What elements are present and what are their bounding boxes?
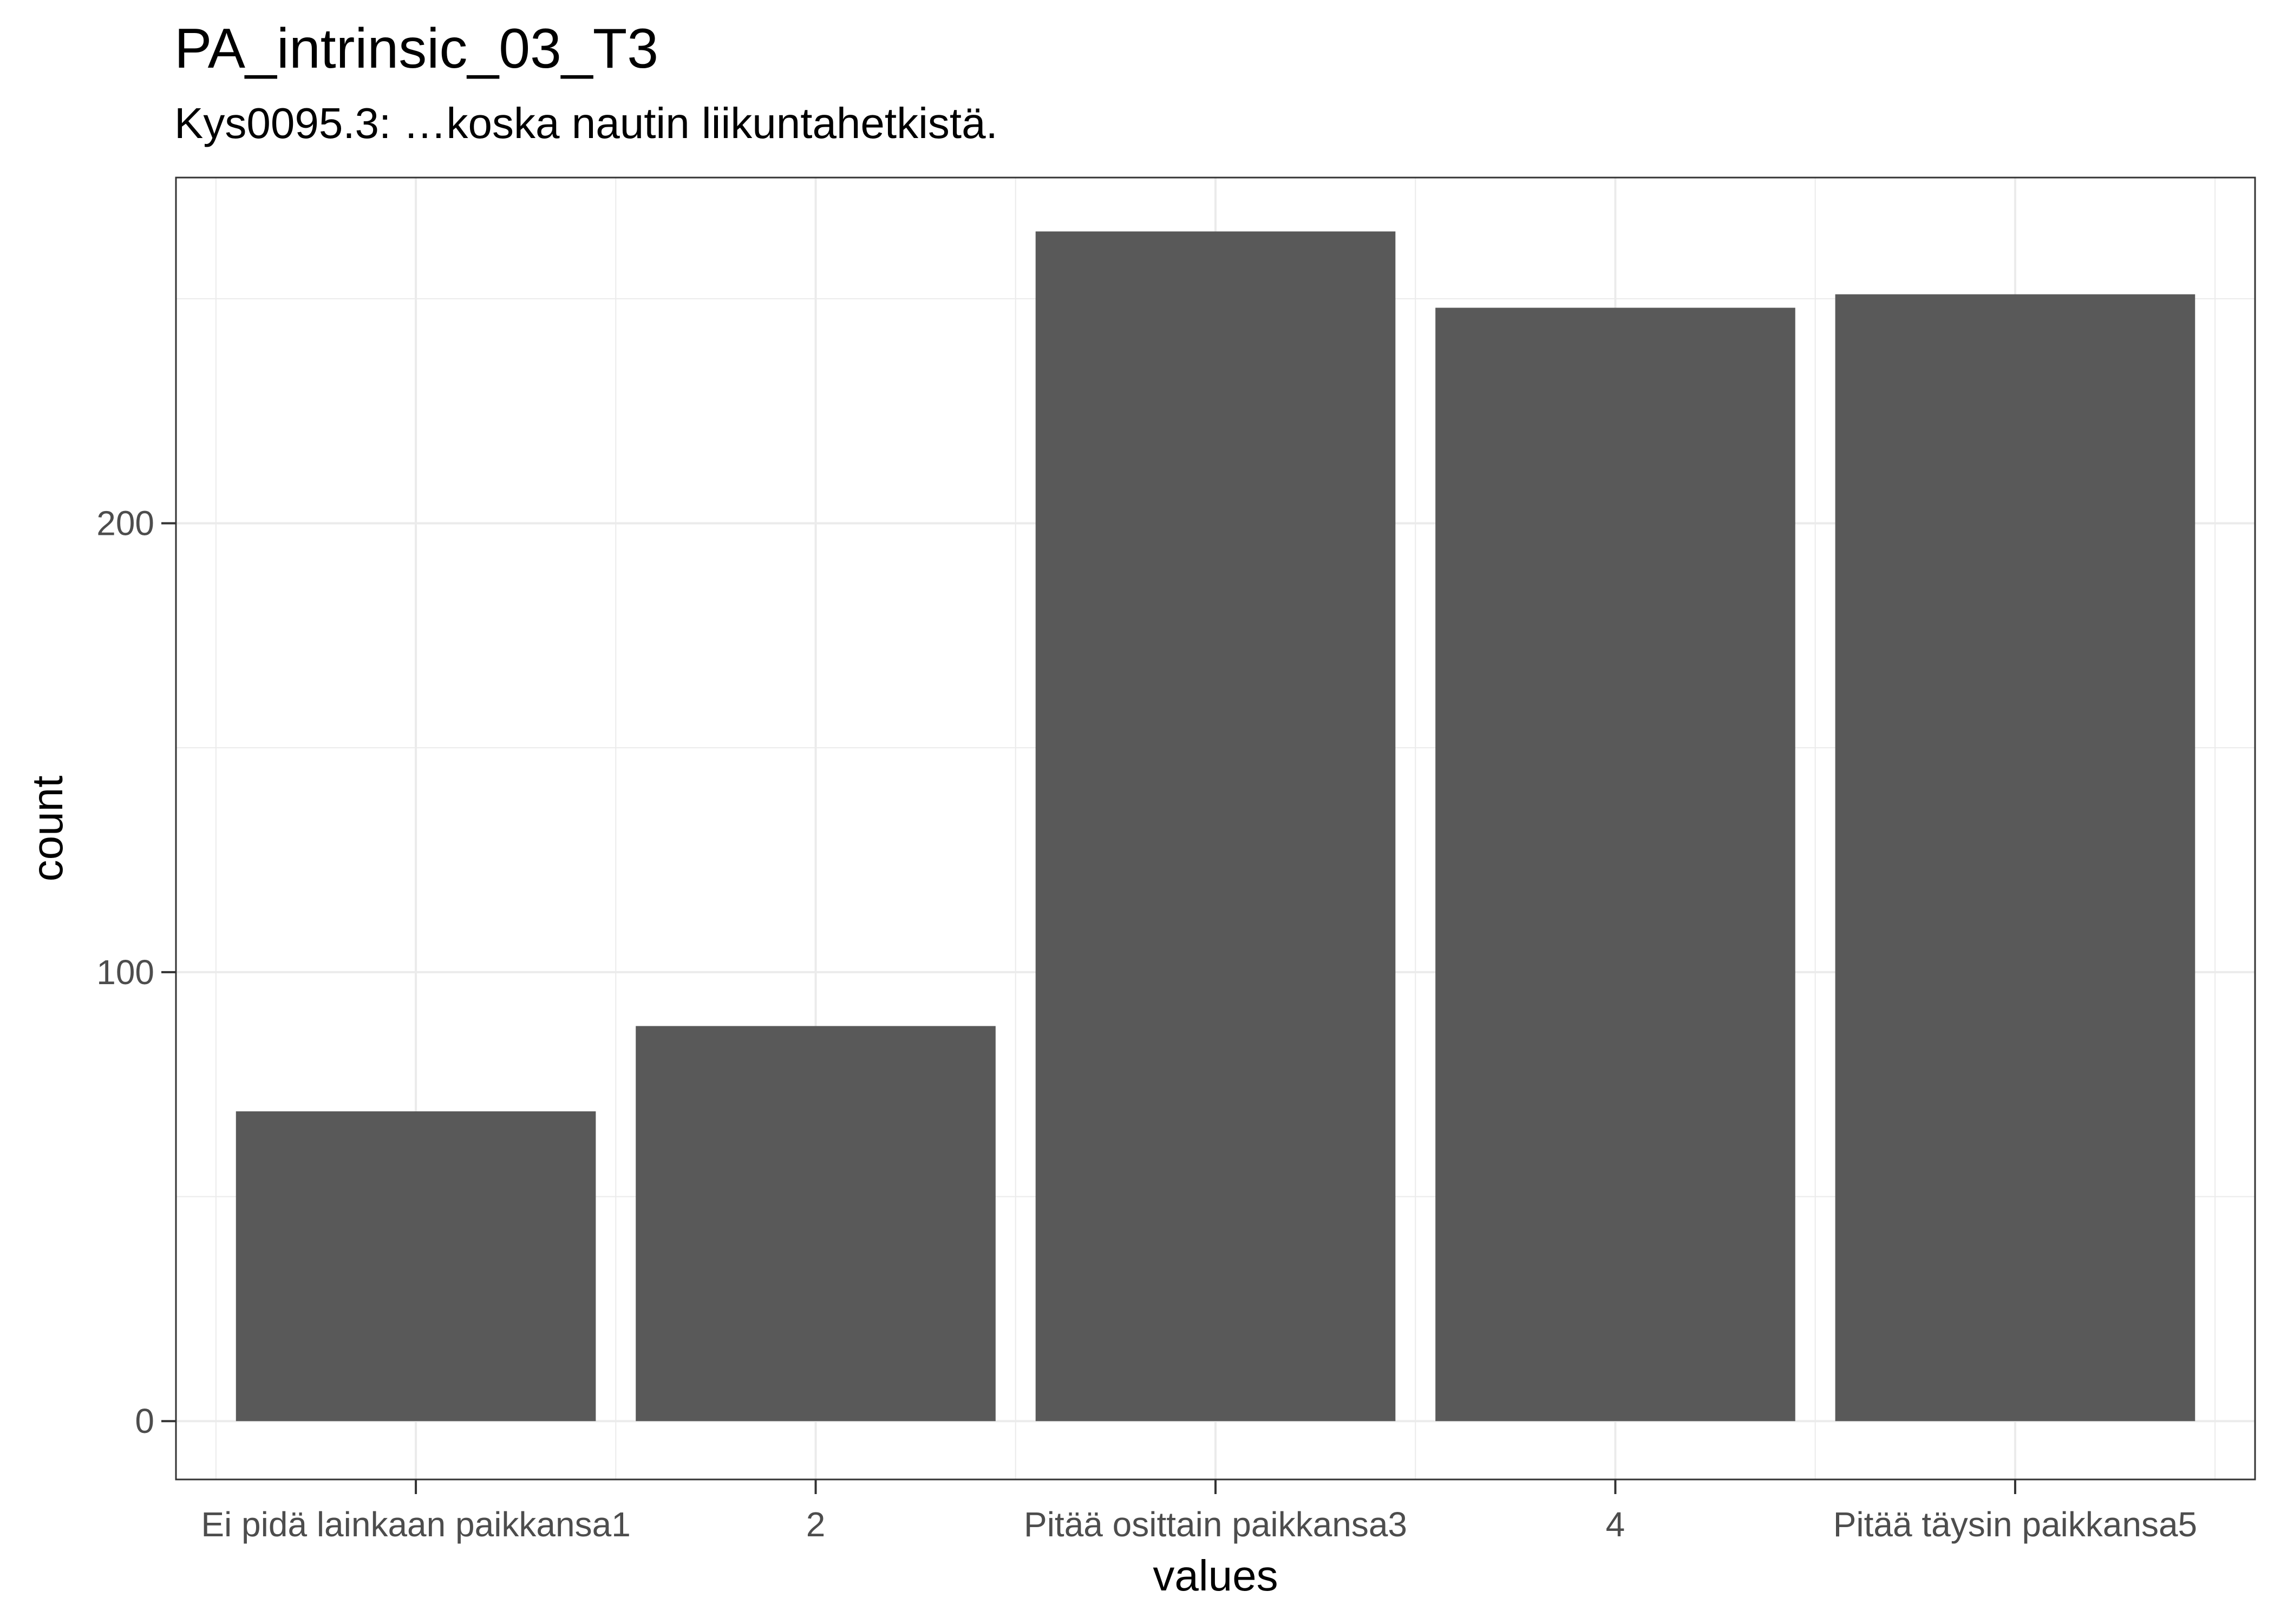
grid-minor-x <box>215 178 2216 1479</box>
y-axis-title: count <box>23 776 71 882</box>
bar <box>1035 231 1396 1422</box>
y-tick-label: 100 <box>96 953 154 992</box>
x-tick-label: 2 <box>806 1505 826 1544</box>
bar <box>236 1111 596 1422</box>
x-axis-title: values <box>1153 1551 1278 1600</box>
chart-title: PA_intrinsic_03_T3 <box>174 17 658 80</box>
y-tick-label: 200 <box>96 504 154 543</box>
bar <box>1435 307 1795 1422</box>
bars <box>236 231 2195 1422</box>
y-tick-label: 0 <box>135 1402 154 1440</box>
bar <box>636 1026 996 1422</box>
x-tick-label: 4 <box>1606 1505 1625 1544</box>
x-tick-label: Pitää täysin paikkansa5 <box>1833 1505 2197 1544</box>
x-axis: Ei pidä lainkaan paikkansa1 2 Pitää ositta… <box>201 1479 2197 1544</box>
x-tick-label: Ei pidä lainkaan paikkansa1 <box>201 1505 630 1544</box>
bar <box>1835 294 2195 1422</box>
y-axis: 0 100 200 <box>96 504 176 1440</box>
x-tick-label: Pitää osittain paikkansa3 <box>1024 1505 1407 1544</box>
chart-subtitle: Kys0095.3: …koska nautin liikuntahetkist… <box>174 99 998 147</box>
